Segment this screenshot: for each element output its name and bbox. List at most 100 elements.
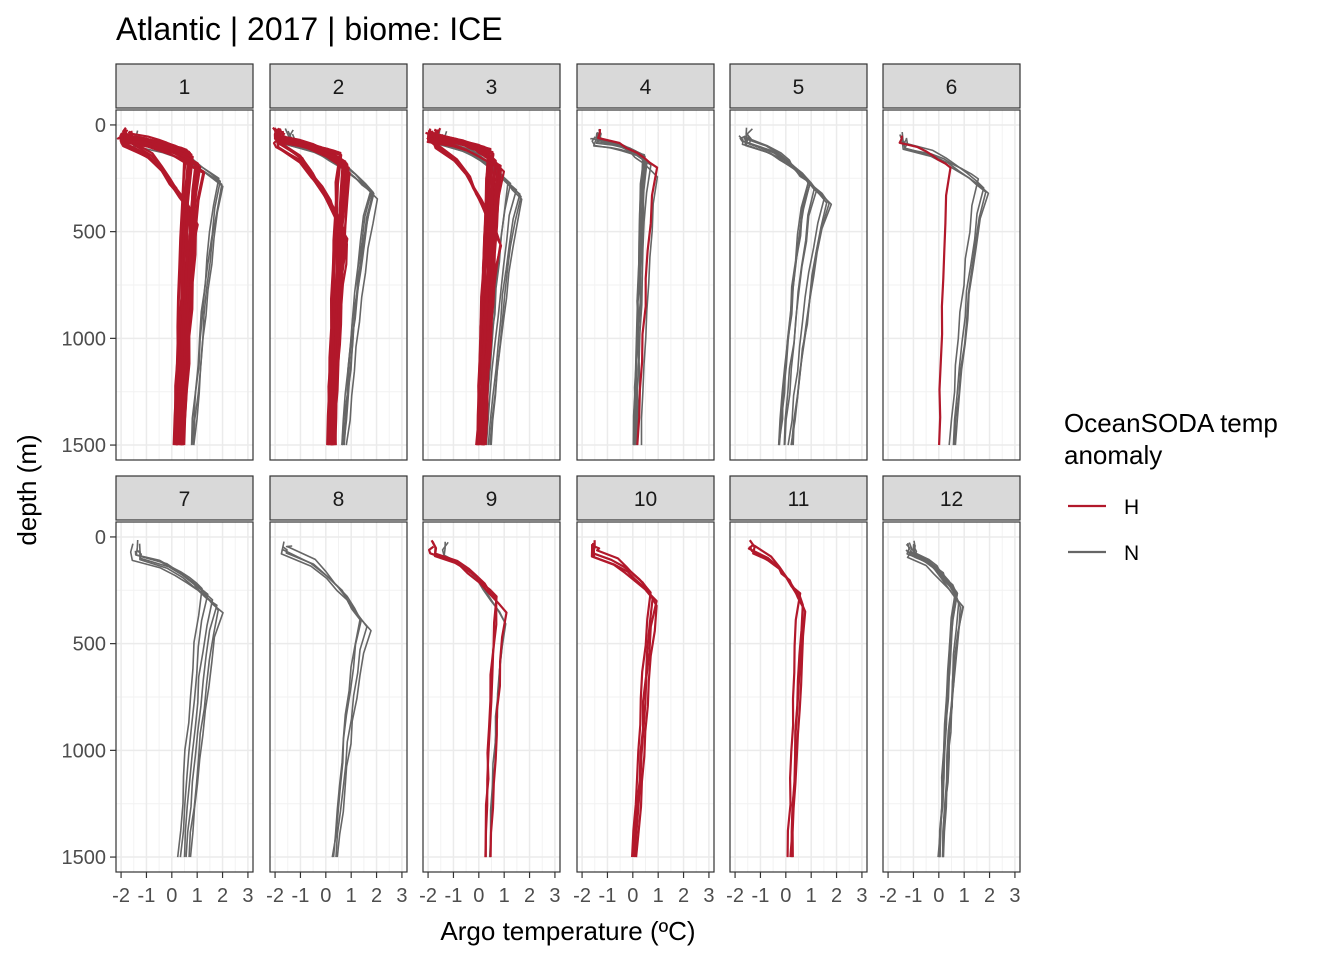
x-tick-label: 3 (242, 885, 253, 907)
facet-strip-label: 5 (793, 76, 805, 99)
y-tick-label: 0 (95, 527, 106, 549)
facet-strip-label: 11 (788, 488, 810, 511)
facet-strip-label: 7 (179, 488, 191, 511)
series-line-H (592, 540, 652, 858)
facet-panel-12: 12-2 -1 0 1 2 3 (879, 475, 1021, 907)
x-tick-label: 1 (959, 885, 970, 907)
x-tick-label: 1 (346, 885, 357, 907)
facet-strip (422, 63, 561, 109)
facet-strip-label: 4 (640, 76, 652, 99)
x-tick-label: 1 (499, 885, 510, 907)
x-axis-label: Argo temperature (ºC) (440, 916, 695, 946)
y-tick-label: 1000 (62, 740, 107, 762)
facet-strip (115, 475, 254, 521)
facet-strip-label: 6 (946, 76, 958, 99)
panel-border (882, 521, 1021, 873)
x-tick-label: 0 (780, 885, 791, 907)
facet-strip (115, 63, 254, 109)
x-tick-label: -2 (419, 885, 437, 907)
series-line-H (120, 138, 191, 446)
legend-title-line2: anomaly (1064, 440, 1162, 470)
x-tick-label: -2 (726, 885, 744, 907)
legend-items: HN (1068, 496, 1139, 565)
facet-strip-label: 9 (486, 488, 498, 511)
x-tick-label: 3 (703, 885, 714, 907)
x-tick-label: 2 (371, 885, 382, 907)
x-tick-label: 3 (856, 885, 867, 907)
series-line-N (134, 550, 203, 858)
y-axis-label: depth (m) (12, 434, 42, 545)
x-tick-label: 2 (831, 885, 842, 907)
series-line-N (129, 543, 218, 858)
facet-strip (882, 475, 1021, 521)
facet-panel-4: 4 (576, 63, 715, 461)
y-tick-label: 1000 (62, 328, 107, 350)
series-line-H (275, 134, 345, 446)
x-tick-label: 2 (524, 885, 535, 907)
facet-strip (882, 63, 1021, 109)
facet-panel-6: 6 (882, 63, 1021, 461)
facet-strip (269, 475, 408, 521)
y-tick-label: 500 (73, 222, 106, 244)
series-line-H (435, 129, 502, 446)
facet-panel-9: 9 -2 -1 0 1 2 3 (419, 475, 561, 907)
x-tick-label: 2 (678, 885, 689, 907)
x-tick-label: -2 (879, 885, 897, 907)
series-line-N (280, 541, 368, 858)
legend-item-H: H (1068, 496, 1139, 519)
x-tick-label: 0 (320, 885, 331, 907)
chart-title: Atlantic | 2017 | biome: ICE (116, 11, 503, 47)
series-line-N (593, 132, 646, 446)
x-tick-label: 0 (627, 885, 638, 907)
x-tick-label: 0 (473, 885, 484, 907)
series-line-H (748, 539, 802, 858)
series-line-N (746, 128, 810, 446)
facet-panel-11: 11 -2 -1 0 1 2 3 (726, 475, 868, 907)
y-tick-label: 0 (95, 115, 106, 137)
series-line-N (903, 138, 985, 446)
facet-panel-1: 1 0 500 1000 1500 (62, 63, 254, 461)
x-tick-label: -1 (138, 885, 156, 907)
series-line-H (126, 133, 199, 446)
panel-border (729, 521, 868, 873)
x-tick-label: 3 (549, 885, 560, 907)
facet-strip (269, 63, 408, 109)
series-line-N (138, 543, 224, 858)
x-tick-label: 3 (1009, 885, 1020, 907)
series-line-N (282, 546, 361, 858)
facet-panel-5: 5 (729, 63, 868, 461)
x-tick-label: -1 (599, 885, 617, 907)
series-line-H (273, 128, 348, 446)
x-tick-label: 0 (933, 885, 944, 907)
y-tick-label: 1500 (62, 435, 107, 457)
facet-strip (729, 63, 868, 109)
facet-strip-label: 2 (333, 76, 345, 99)
series-line-H (594, 545, 654, 858)
legend-title-line1: OceanSODA temp (1064, 408, 1278, 438)
panel-border (882, 109, 1021, 461)
x-tick-label: 2 (984, 885, 995, 907)
facet-strip-label: 3 (486, 76, 498, 99)
series-line-H (430, 539, 498, 858)
panel-border (422, 109, 561, 461)
panel-border (729, 109, 868, 461)
x-tick-label: -1 (752, 885, 770, 907)
panel-border (576, 521, 715, 873)
facet-strip (576, 475, 715, 521)
series-line-N (908, 542, 960, 858)
panel-border (269, 521, 408, 873)
panel-border (115, 521, 254, 873)
facet-panel-8: 8 -2 -1 0 1 2 3 (266, 475, 408, 907)
series-line-H (597, 128, 659, 446)
facet-panel-2: 2 (269, 63, 408, 461)
facet-strip-label: 1 (179, 76, 191, 99)
facet-panel-3: 3 (422, 63, 561, 461)
x-tick-label: 1 (192, 885, 203, 907)
series-line-N (899, 134, 987, 446)
panel-border (576, 109, 715, 461)
series-line-H (427, 133, 492, 446)
x-tick-label: 1 (653, 885, 664, 907)
